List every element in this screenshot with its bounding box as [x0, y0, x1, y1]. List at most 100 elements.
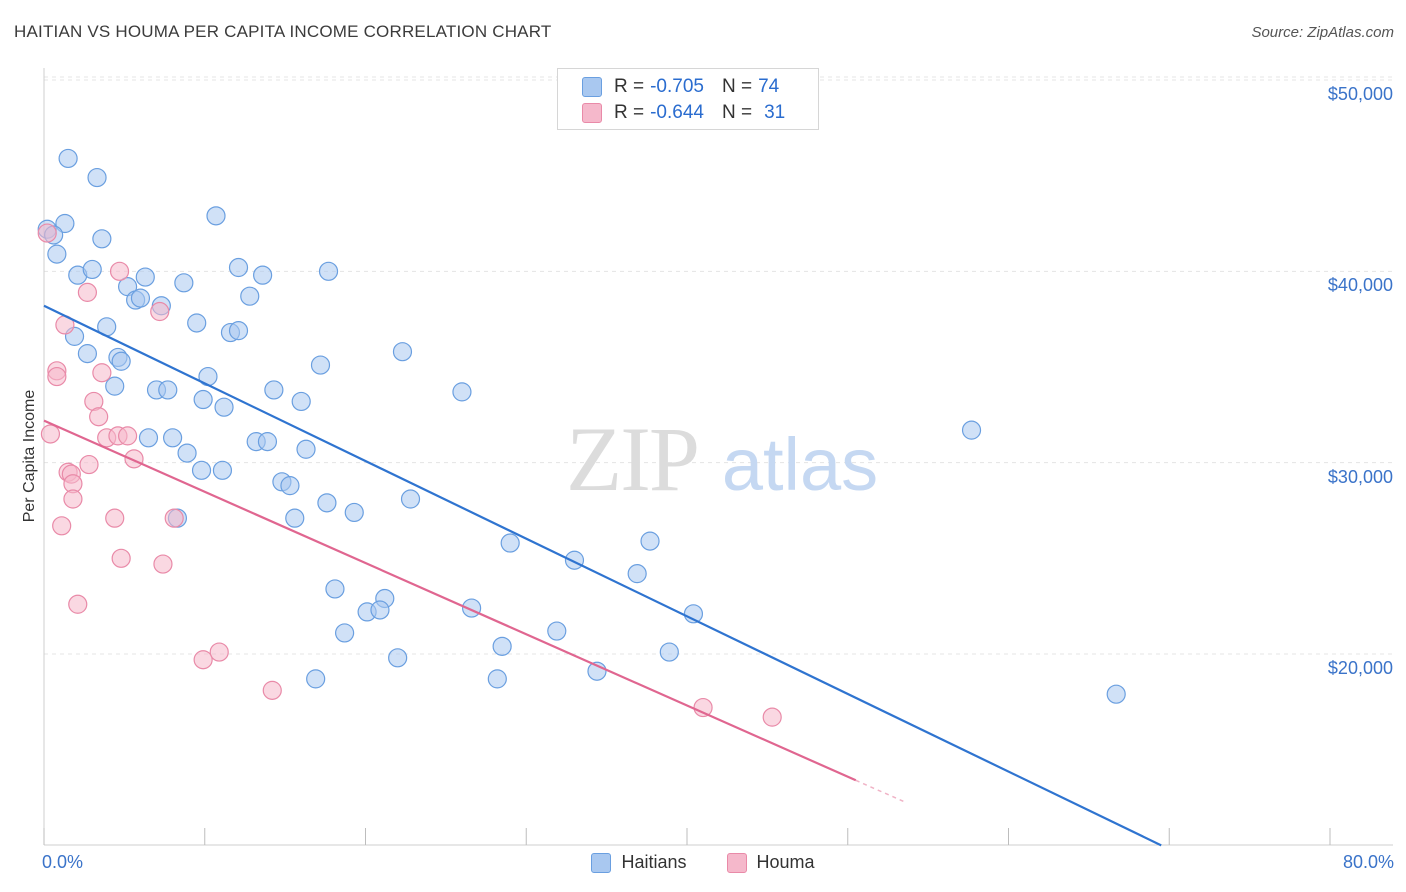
houma-point [79, 454, 99, 475]
haitians-point [400, 489, 421, 509]
haitians-point [280, 476, 300, 496]
legend-item-haitians[interactable]: Haitians [591, 852, 687, 873]
houma-point [92, 363, 112, 383]
haitians-point [344, 502, 364, 523]
haitians-point [317, 493, 337, 513]
haitians-point [500, 533, 520, 553]
r-value: -0.644 [650, 102, 704, 123]
haitians-point [135, 267, 155, 287]
y-tick-label: $40,000 [1327, 275, 1393, 296]
haitians-point [240, 286, 260, 306]
r-value: -0.705 [650, 76, 704, 97]
haitians-point [177, 443, 197, 463]
n-label: N = [721, 102, 753, 123]
houma-point [111, 548, 131, 568]
series-legend: Haitians Houma [0, 852, 1406, 873]
houma-swatch [582, 103, 602, 123]
haitians-point [564, 550, 585, 570]
haitians-point [285, 508, 305, 528]
haitians-point [193, 389, 213, 410]
haitians-point [214, 397, 234, 417]
haitians-point [47, 244, 67, 264]
watermark-atlas: atlas [722, 423, 878, 506]
haitians-point [212, 460, 233, 480]
n-value: 74 [758, 76, 780, 97]
haitians-point [640, 531, 660, 551]
haitians-point [206, 206, 226, 226]
houma-trend-line [43, 419, 857, 782]
haitians-point [370, 600, 390, 620]
haitians-point [335, 623, 355, 643]
legend-row-haitians: R = -0.705 N = 74 [582, 75, 779, 99]
houma-point [52, 516, 72, 536]
haitians-point [174, 273, 194, 293]
correlation-legend: R = -0.705 N = 74 R = -0.644 N = 31 [557, 68, 819, 130]
haitians-point [55, 213, 75, 234]
houma-point [164, 508, 184, 528]
haitians-point [264, 380, 284, 400]
haitians-swatch [591, 852, 612, 873]
houma-point [150, 301, 170, 322]
haitians-point [627, 564, 647, 584]
haitians-point [492, 636, 512, 656]
y-tick-label: $30,000 [1327, 466, 1393, 487]
haitians-point [392, 342, 413, 362]
houma-swatch [726, 852, 747, 873]
houma-point [77, 282, 98, 302]
haitians-point [291, 391, 311, 412]
haitians-point [92, 229, 112, 249]
haitians-point [306, 669, 326, 689]
x-tick-label: 0.0% [42, 852, 84, 872]
houma-point [153, 554, 173, 574]
haitians-point [58, 148, 78, 169]
haitians-point [452, 382, 472, 402]
y-tick-label: $50,000 [1327, 84, 1393, 104]
houma-point [209, 642, 229, 662]
haitians-point [253, 265, 273, 285]
houma-point [89, 407, 109, 427]
haitians-point [187, 313, 207, 333]
n-value: 31 [764, 102, 786, 123]
haitians-point [325, 579, 345, 599]
legend-label: Haitians [621, 852, 687, 872]
haitians-point [1106, 684, 1126, 704]
haitians-point [191, 460, 212, 480]
houma-point [105, 508, 125, 528]
haitians-point [257, 432, 278, 452]
houma-point [63, 489, 83, 509]
r-label: R = [614, 102, 645, 123]
legend-label: Houma [756, 852, 815, 872]
haitians-point [296, 439, 316, 459]
r-label: R = [614, 76, 645, 97]
x-tick-label: 80.0% [1342, 852, 1394, 872]
haitians-point [228, 257, 249, 278]
haitians-swatch [582, 77, 602, 97]
chart-title: HAITIAN VS HOUMA PER CAPITA INCOME CORRE… [14, 22, 552, 41]
haitians-point [547, 621, 567, 641]
n-label: N = [721, 76, 753, 97]
houma-trend-extension [855, 779, 905, 803]
haitians-point [130, 288, 151, 308]
y-tick-label: $20,000 [1327, 658, 1393, 678]
houma-point [109, 261, 130, 281]
legend-item-houma[interactable]: Houma [726, 852, 815, 873]
haitians-point [87, 167, 107, 188]
source-label: Source: ZipAtlas.com [1251, 24, 1394, 41]
haitians-trend-line [43, 304, 1162, 847]
haitians-point [228, 321, 249, 341]
haitians-point [105, 376, 125, 396]
haitians-point [961, 420, 982, 440]
haitians-point [158, 380, 178, 400]
haitians-point [82, 259, 102, 280]
haitians-point [487, 669, 507, 689]
haitians-point [659, 642, 679, 662]
haitians-point [388, 648, 408, 668]
haitians-point [138, 428, 159, 448]
haitians-point [77, 344, 98, 364]
watermark-zip: ZIP [566, 408, 698, 510]
houma-point [47, 366, 67, 387]
houma-point [762, 707, 782, 727]
houma-point [37, 223, 57, 243]
haitians-point [318, 261, 339, 281]
